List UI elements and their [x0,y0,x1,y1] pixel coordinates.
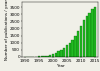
Bar [38,56,40,57]
Bar [66,45,68,57]
Bar [94,7,96,57]
Bar [88,13,91,57]
Bar [74,36,77,57]
Bar [91,9,94,57]
Bar [83,20,85,57]
Bar [77,31,80,57]
Bar [49,55,51,57]
Bar [69,43,71,57]
Bar [63,48,65,57]
Bar [57,51,60,57]
Bar [72,40,74,57]
X-axis label: Year: Year [56,64,64,68]
Bar [40,56,43,57]
Y-axis label: Number of publications / year: Number of publications / year [5,0,9,60]
Bar [55,53,57,57]
Bar [86,16,88,57]
Bar [43,56,46,57]
Bar [46,56,48,57]
Bar [80,26,82,57]
Bar [60,50,63,57]
Bar [52,54,54,57]
